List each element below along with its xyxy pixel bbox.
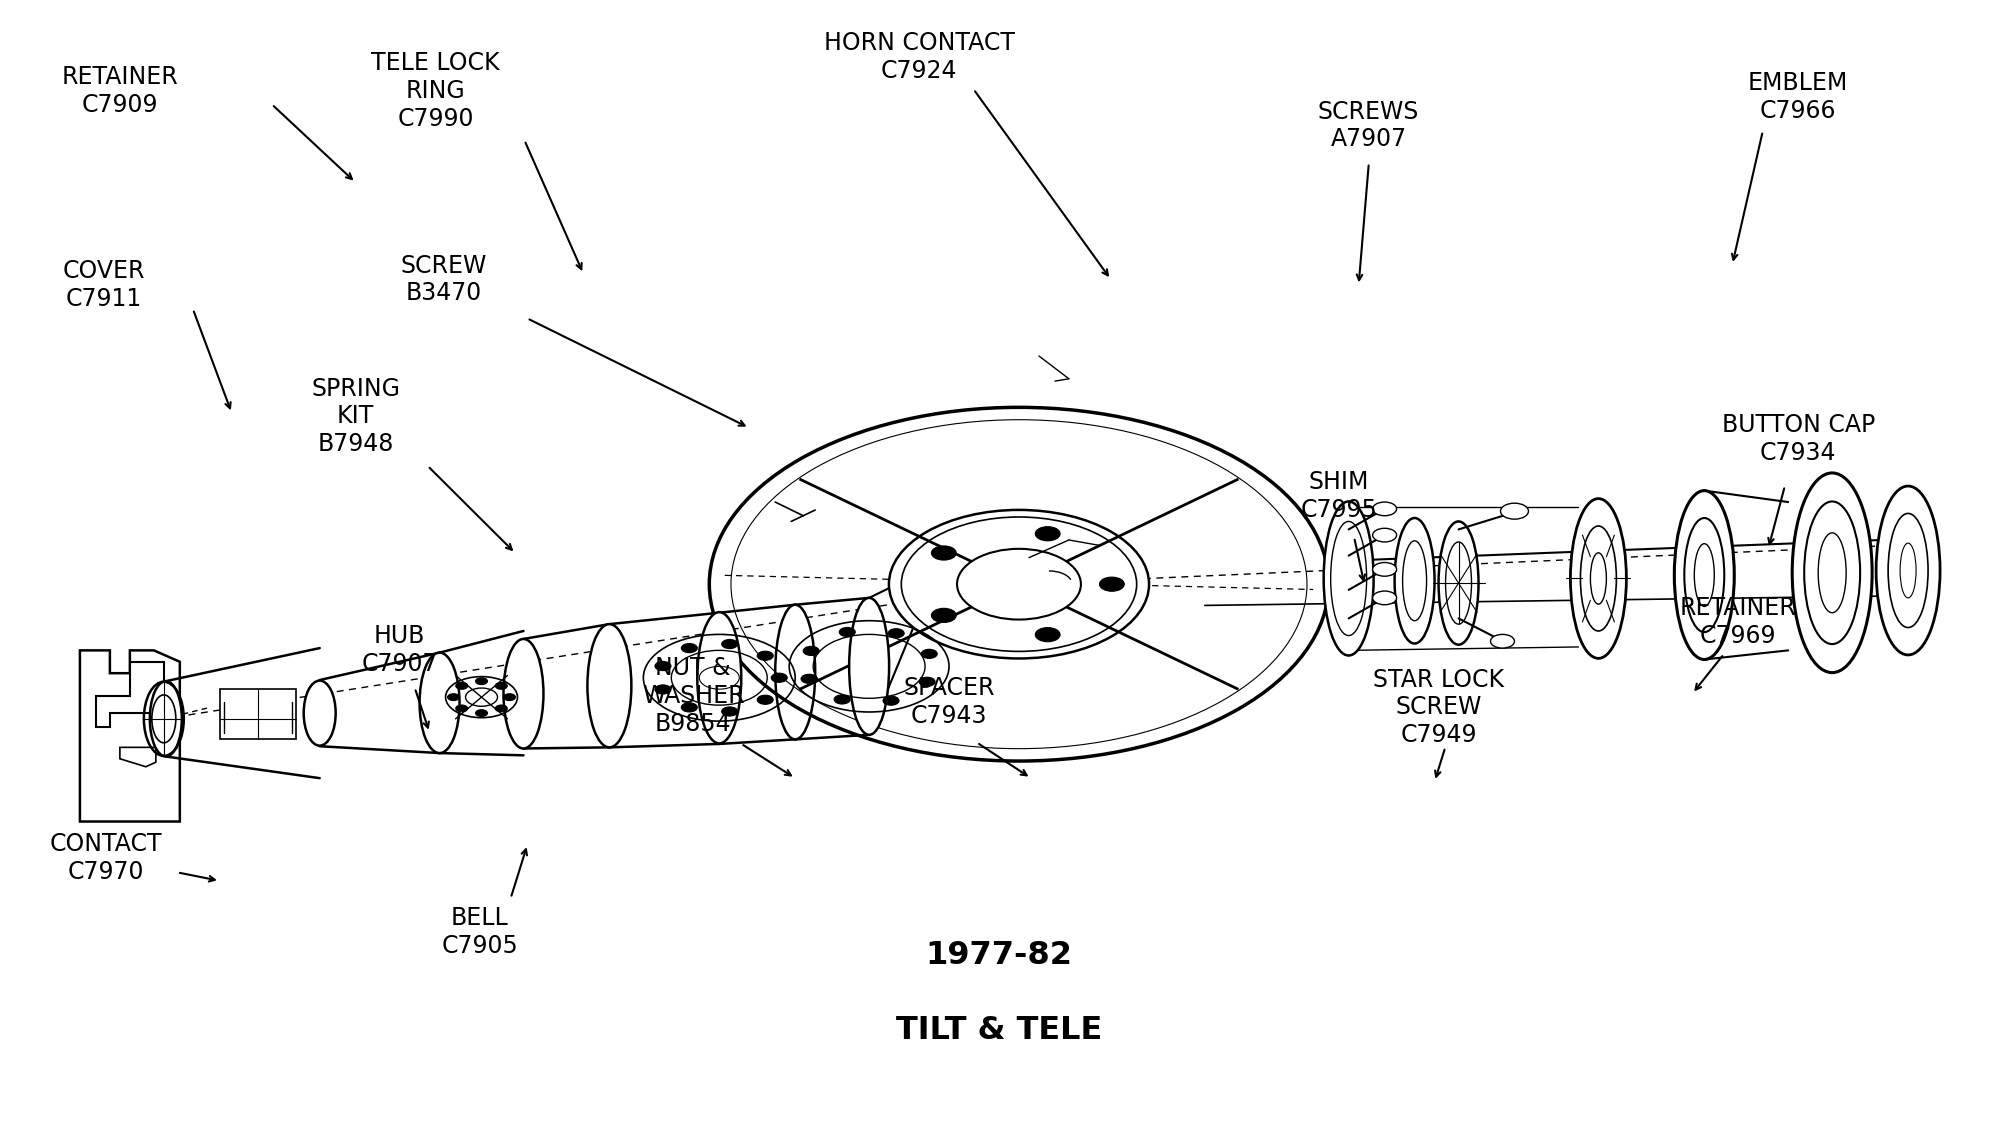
Ellipse shape <box>150 681 182 756</box>
Ellipse shape <box>1395 518 1435 644</box>
Ellipse shape <box>420 653 460 753</box>
Text: SCREW
B3470: SCREW B3470 <box>400 253 488 306</box>
Ellipse shape <box>1570 499 1626 658</box>
Text: RETAINER
C7969: RETAINER C7969 <box>1680 596 1796 648</box>
Text: 1977-82: 1977-82 <box>925 939 1073 971</box>
Circle shape <box>957 549 1081 620</box>
Circle shape <box>721 707 737 717</box>
Circle shape <box>681 644 697 653</box>
Circle shape <box>476 678 488 685</box>
Ellipse shape <box>697 612 741 744</box>
Circle shape <box>801 674 817 683</box>
Circle shape <box>1373 591 1397 605</box>
Text: HORN CONTACT
C7924: HORN CONTACT C7924 <box>823 31 1015 83</box>
Circle shape <box>1099 577 1125 591</box>
Circle shape <box>1500 503 1528 519</box>
Circle shape <box>1373 502 1397 516</box>
Polygon shape <box>120 747 156 767</box>
Text: SHIM
C7995: SHIM C7995 <box>1301 470 1377 523</box>
Circle shape <box>883 696 899 705</box>
Text: SCREWS
A7907: SCREWS A7907 <box>1319 99 1419 152</box>
Circle shape <box>655 662 671 671</box>
Circle shape <box>721 639 737 648</box>
Ellipse shape <box>849 598 889 735</box>
Circle shape <box>833 695 849 704</box>
Ellipse shape <box>1674 491 1734 659</box>
Circle shape <box>1373 563 1397 576</box>
Text: TILT & TELE: TILT & TELE <box>895 1014 1103 1046</box>
Ellipse shape <box>775 605 815 739</box>
Circle shape <box>1373 528 1397 542</box>
Ellipse shape <box>304 680 336 746</box>
Text: CONTACT
C7970: CONTACT C7970 <box>50 832 162 884</box>
Circle shape <box>803 646 819 655</box>
Ellipse shape <box>503 639 543 748</box>
Text: SPACER
C7943: SPACER C7943 <box>903 675 995 728</box>
Circle shape <box>771 673 787 682</box>
Circle shape <box>1035 527 1061 541</box>
Text: EMBLEM
C7966: EMBLEM C7966 <box>1748 71 1848 123</box>
Circle shape <box>919 678 935 687</box>
Circle shape <box>839 628 855 637</box>
Text: NUT &
WASHER
B9854: NUT & WASHER B9854 <box>641 656 745 736</box>
Circle shape <box>496 682 507 689</box>
Circle shape <box>681 703 697 712</box>
Ellipse shape <box>1325 501 1375 655</box>
Text: BELL
C7905: BELL C7905 <box>442 906 517 958</box>
Ellipse shape <box>1792 474 1872 673</box>
Ellipse shape <box>1876 486 1940 655</box>
Text: TELE LOCK
RING
C7990: TELE LOCK RING C7990 <box>372 51 500 131</box>
Circle shape <box>496 705 507 712</box>
Circle shape <box>655 685 671 694</box>
Circle shape <box>757 652 773 661</box>
Circle shape <box>931 608 957 623</box>
Circle shape <box>921 649 937 658</box>
Polygon shape <box>80 650 180 822</box>
Ellipse shape <box>1439 521 1479 645</box>
Text: HUB
C7907: HUB C7907 <box>362 624 438 677</box>
Circle shape <box>476 710 488 717</box>
Circle shape <box>931 545 957 560</box>
Text: SPRING
KIT
B7948: SPRING KIT B7948 <box>312 377 400 456</box>
Text: BUTTON CAP
C7934: BUTTON CAP C7934 <box>1722 413 1874 466</box>
Circle shape <box>889 510 1149 658</box>
Circle shape <box>889 629 905 638</box>
Text: COVER
C7911: COVER C7911 <box>62 259 146 311</box>
Bar <box>220 689 296 739</box>
Circle shape <box>757 695 773 704</box>
Text: STAR LOCK
SCREW
C7949: STAR LOCK SCREW C7949 <box>1373 667 1504 747</box>
Circle shape <box>1035 628 1061 641</box>
Circle shape <box>456 705 468 712</box>
Circle shape <box>503 694 515 701</box>
Circle shape <box>1491 634 1514 648</box>
Circle shape <box>456 682 468 689</box>
Ellipse shape <box>587 624 631 747</box>
Text: RETAINER
C7909: RETAINER C7909 <box>62 65 178 118</box>
Polygon shape <box>96 662 164 727</box>
Circle shape <box>448 694 460 701</box>
